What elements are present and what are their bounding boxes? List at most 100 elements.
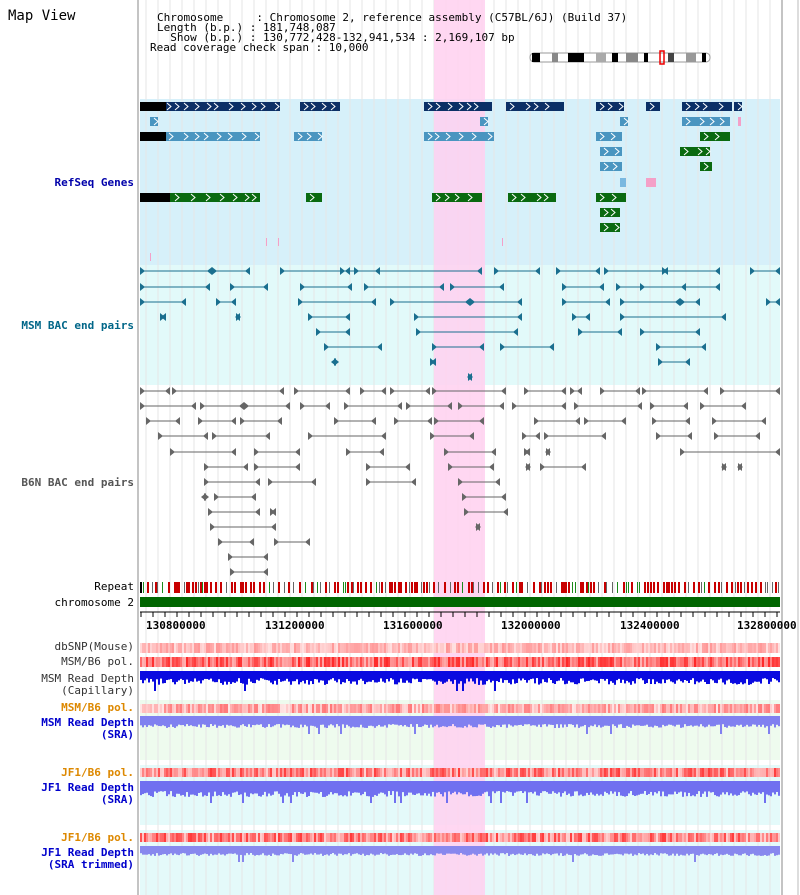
read-depth-bar xyxy=(410,846,412,854)
polymorphism-cell xyxy=(720,768,722,777)
polymorphism-cell xyxy=(712,704,714,713)
polymorphism-cell xyxy=(246,657,248,667)
polymorphism-cell xyxy=(520,643,522,653)
polymorphism-cell xyxy=(476,704,478,713)
polymorphism-cell xyxy=(576,657,578,667)
polymorphism-cell xyxy=(744,643,746,653)
read-depth-bar xyxy=(772,716,774,725)
polymorphism-cell xyxy=(712,657,714,667)
bac-end-marker xyxy=(500,343,505,351)
polymorphism-cell xyxy=(420,657,422,667)
repeat-mark xyxy=(370,582,372,593)
polymorphism-cell xyxy=(494,768,496,777)
read-depth-bar xyxy=(254,671,256,684)
polymorphism-cell xyxy=(644,657,646,667)
polymorphism-cell xyxy=(560,704,562,713)
read-depth-bar xyxy=(196,781,198,796)
read-depth-bar xyxy=(498,716,500,726)
read-depth-bar xyxy=(246,846,248,854)
polymorphism-cell xyxy=(582,657,584,667)
read-depth-bar xyxy=(194,671,196,679)
read-depth-bar xyxy=(318,671,320,683)
polymorphism-cell xyxy=(718,643,720,653)
read-depth-bar xyxy=(406,671,408,681)
polymorphism-cell xyxy=(524,704,526,713)
read-depth-bar xyxy=(354,716,356,728)
polymorphism-cell xyxy=(762,704,764,713)
read-depth-bar xyxy=(666,846,668,855)
polymorphism-cell xyxy=(460,657,462,667)
polymorphism-cell xyxy=(714,657,716,667)
polymorphism-cell xyxy=(282,643,284,653)
polymorphism-cell xyxy=(566,833,568,842)
polymorphism-cell xyxy=(718,657,720,667)
read-depth-bar xyxy=(502,846,504,854)
polymorphism-cell xyxy=(280,657,282,667)
read-depth-bar xyxy=(248,716,250,725)
polymorphism-cell xyxy=(528,768,530,777)
polymorphism-cell xyxy=(410,704,412,713)
read-depth-bar xyxy=(758,716,760,725)
polymorphism-cell xyxy=(374,643,376,653)
read-depth-bar xyxy=(728,716,730,726)
polymorphism-cell xyxy=(314,768,316,777)
polymorphism-cell xyxy=(220,657,222,667)
read-depth-bar xyxy=(746,671,748,680)
polymorphism-cell xyxy=(416,768,418,777)
read-depth-bar xyxy=(522,671,524,679)
read-depth-bar xyxy=(360,846,362,856)
polymorphism-cell xyxy=(734,768,736,777)
polymorphism-cell xyxy=(672,704,674,713)
repeat-mark xyxy=(626,582,627,593)
read-depth-bar xyxy=(482,846,484,856)
polymorphism-cell xyxy=(546,657,548,667)
read-depth-bar xyxy=(180,781,182,796)
read-depth-bar xyxy=(700,716,702,725)
polymorphism-cell xyxy=(306,768,308,777)
polymorphism-cell xyxy=(146,768,148,777)
polymorphism-cell xyxy=(468,768,470,777)
polymorphism-cell xyxy=(356,643,358,653)
read-depth-bar xyxy=(178,781,180,794)
polymorphism-cell xyxy=(360,643,362,653)
track-label-jf1-b6-pol-trimmed: JF1/B6 pol. xyxy=(61,831,134,844)
polymorphism-cell xyxy=(656,643,658,653)
polymorphism-cell xyxy=(216,657,218,667)
polymorphism-cell xyxy=(630,768,632,777)
polymorphism-cell xyxy=(246,768,248,777)
polymorphism-cell xyxy=(266,768,268,777)
polymorphism-cell xyxy=(554,657,556,667)
polymorphism-cell xyxy=(176,768,178,777)
polymorphism-cell xyxy=(532,833,534,842)
read-depth-bar xyxy=(768,781,770,796)
read-depth-bar xyxy=(298,671,300,685)
track-label-msm-bac: MSM BAC end pairs xyxy=(21,319,134,332)
polymorphism-cell xyxy=(550,643,552,653)
polymorphism-cell xyxy=(732,657,734,667)
read-depth-bar xyxy=(216,846,218,855)
polymorphism-cell xyxy=(776,704,778,713)
polymorphism-cell xyxy=(642,768,644,777)
polymorphism-cell xyxy=(216,768,218,777)
polymorphism-cell xyxy=(562,704,564,713)
read-depth-bar xyxy=(226,671,228,685)
polymorphism-cell xyxy=(162,643,164,653)
polymorphism-cell xyxy=(270,657,272,667)
polymorphism-cell xyxy=(374,833,376,842)
polymorphism-cell xyxy=(482,704,484,713)
read-depth-bar xyxy=(524,781,526,792)
axis-tick-label: 131600000 xyxy=(383,619,443,632)
read-depth-bar xyxy=(214,716,216,725)
read-depth-bar xyxy=(400,716,402,725)
read-depth-bar xyxy=(408,671,410,683)
read-depth-bar xyxy=(212,716,214,726)
read-depth-bar xyxy=(164,716,166,727)
polymorphism-cell xyxy=(324,768,326,777)
polymorphism-cell xyxy=(730,704,732,713)
read-depth-bar xyxy=(598,671,600,684)
polymorphism-cell xyxy=(474,704,476,713)
polymorphism-cell xyxy=(144,704,146,713)
polymorphism-cell xyxy=(508,833,510,842)
read-depth-bar xyxy=(278,716,280,725)
